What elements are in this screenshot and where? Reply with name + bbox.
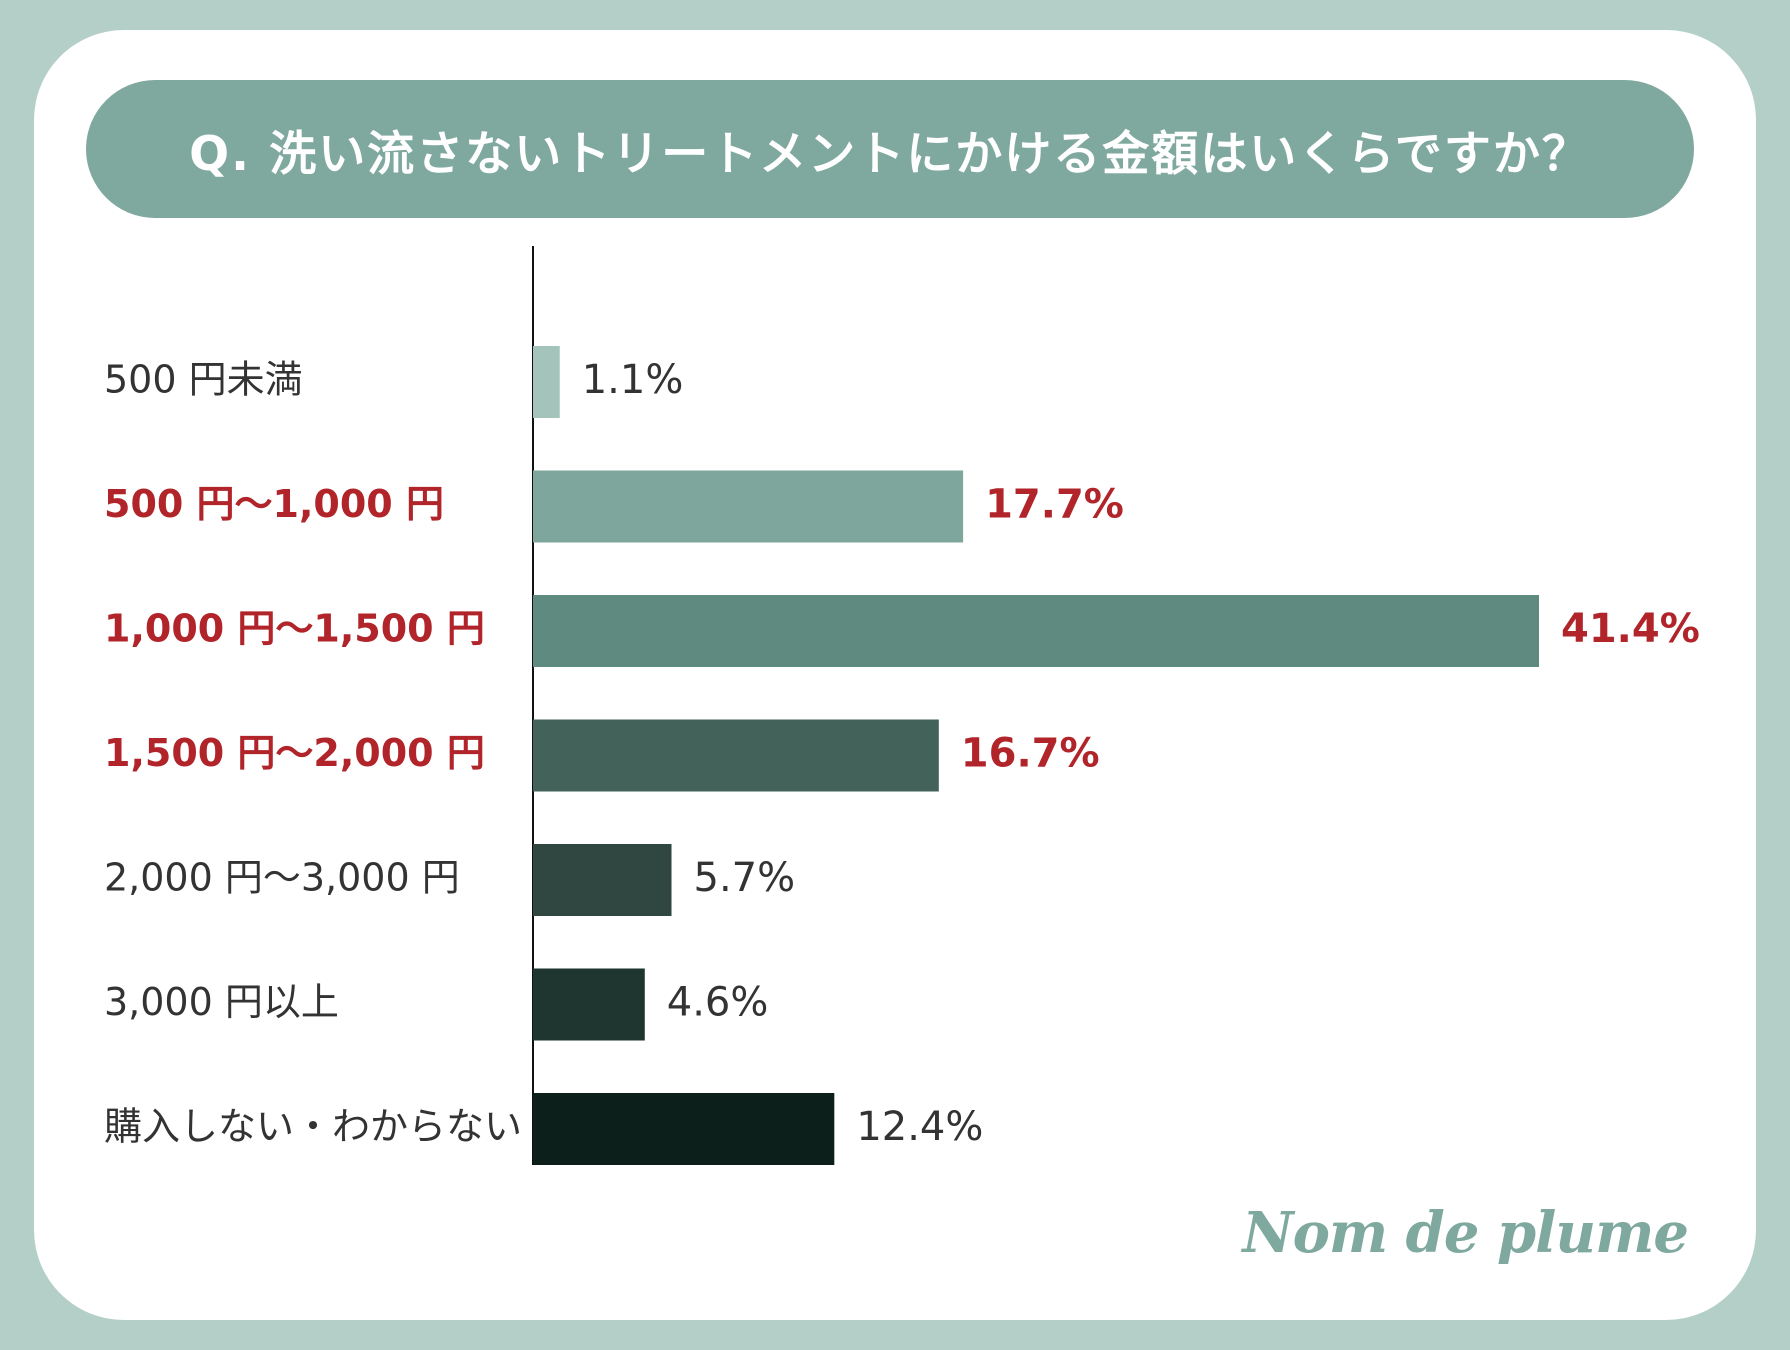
bar-3 xyxy=(533,719,939,792)
value-label-4: 5.7% xyxy=(694,855,796,901)
category-label-6: 購入しない・わからない xyxy=(104,1105,522,1149)
bar-5 xyxy=(533,968,645,1041)
title-banner: Q. 洗い流さないトリートメントにかける金額はいくらですか？ xyxy=(86,80,1694,218)
value-label-0: 1.1% xyxy=(582,357,684,403)
category-label-2: 1,000 円〜1,500 円 xyxy=(104,607,485,651)
category-label-5: 3,000 円以上 xyxy=(104,980,339,1024)
value-label-2: 41.4% xyxy=(1561,606,1700,652)
bar-6 xyxy=(533,1093,835,1165)
chart-card xyxy=(34,30,1756,1320)
chart-title: Q. 洗い流さないトリートメントにかける金額はいくらですか？ xyxy=(189,126,1591,182)
brand-logo: Nom de plume xyxy=(1242,1200,1689,1266)
bar-4 xyxy=(533,844,672,916)
value-label-5: 4.6% xyxy=(667,980,769,1026)
bar-0 xyxy=(533,346,560,418)
bar-2 xyxy=(533,595,1539,667)
value-label-1: 17.7% xyxy=(985,482,1124,528)
category-label-0: 500 円未満 xyxy=(104,358,303,402)
value-label-3: 16.7% xyxy=(961,731,1100,777)
category-label-4: 2,000 円〜3,000 円 xyxy=(104,856,460,900)
bars-group: 500 円未満 1.1% 500 円〜1,000 円 17.7% 1,000 円〜1,5… xyxy=(104,346,1700,1165)
category-label-3: 1,500 円〜2,000 円 xyxy=(104,731,485,775)
category-label-1: 500 円〜1,000 円 xyxy=(104,482,444,526)
bar-1 xyxy=(533,470,964,543)
value-label-6: 12.4% xyxy=(856,1104,983,1150)
